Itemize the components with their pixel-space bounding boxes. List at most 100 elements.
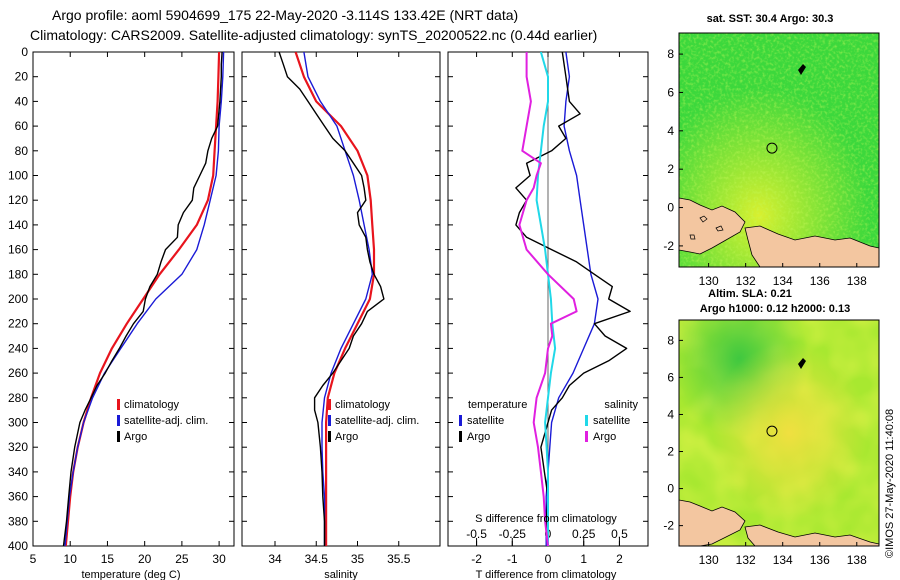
legend-swatch-climatology — [117, 399, 120, 410]
map-y-tick-label: 6 — [667, 370, 674, 384]
x2-tick-label: 0.5 — [611, 527, 628, 541]
map-x-tick-label: 138 — [847, 274, 867, 288]
legend-header-temperature: temperature — [468, 399, 527, 411]
salinity-axis: 34 34.5 35 35.5 — [242, 51, 440, 566]
series-line-t_diff — [518, 52, 578, 546]
difference-legend: temperature salinity satellite Argo sate… — [459, 399, 638, 443]
depth-tick-label: 400 — [8, 539, 28, 553]
map-y-tick-label: 2 — [667, 445, 674, 459]
series-line-climatology — [64, 52, 221, 546]
x-tick-label: 0 — [545, 552, 552, 566]
x2-tick-label: -0.5 — [466, 527, 487, 541]
map-y-tick-label: 4 — [667, 407, 674, 421]
sla-island — [798, 358, 806, 369]
series-line-argo — [515, 52, 631, 546]
sst-map-title: sat. SST: 30.4 Argo: 30.3 — [707, 13, 834, 25]
depth-tick-label: 0 — [21, 45, 28, 59]
sla-map-frame — [678, 319, 880, 547]
legend-label-satellite: satellite-adj. clim. — [335, 415, 419, 427]
depth-tick-label: 300 — [8, 416, 28, 430]
series-line-argo — [278, 52, 385, 546]
map-y-tick-label: 0 — [667, 201, 674, 215]
map-x-tick-label: 138 — [847, 553, 867, 567]
x-tick-label: 35.5 — [387, 552, 411, 566]
legend-label-t-argo: Argo — [467, 431, 490, 443]
depth-tick-label: 380 — [8, 514, 28, 528]
x-tick-label: 10 — [64, 552, 78, 566]
map-y-tick-label: 8 — [667, 333, 674, 347]
x-tick-label: 2 — [616, 552, 623, 566]
difference-series — [515, 52, 631, 546]
depth-tick-labels: 0 20 40 60 80 100 120 140 160 180 200 220 240 260 280 3… — [8, 45, 28, 553]
sla-argo-position-marker — [766, 425, 778, 437]
legend-label-argo: Argo — [124, 431, 147, 443]
x-tick-label: 30 — [212, 552, 226, 566]
series-line-satellite — [303, 52, 373, 546]
legend-swatch-satellite — [328, 415, 331, 426]
difference-axis: -2 -1 0 1 2-0.5 -0.25 0 0.25 0.5 — [448, 51, 648, 566]
map-x-tick-label: 136 — [810, 274, 830, 288]
depth-tick-label: 20 — [15, 70, 29, 84]
x-tick-label: -2 — [471, 552, 482, 566]
depth-tick-label: 120 — [8, 193, 28, 207]
legend-swatch-s-argo — [585, 431, 588, 442]
legend-label-t-satellite: satellite — [467, 415, 504, 427]
map-y-tick-label: -2 — [663, 239, 674, 253]
depth-tick-label: 360 — [8, 490, 28, 504]
sla-map-axis: 130 132 134 136 138 -2 0 2 4 6 8 — [663, 333, 867, 567]
depth-tick-label: 40 — [15, 94, 29, 108]
depth-tick-label: 80 — [15, 144, 29, 158]
series-line-satellite — [64, 52, 225, 546]
x-tick-label: 15 — [101, 552, 115, 566]
series-line-climatology — [294, 52, 376, 546]
sst-map-axis: 130 132 134 136 138 -2 0 2 4 6 8 — [663, 47, 867, 288]
legend-swatch-s-satellite — [585, 415, 588, 426]
map-x-tick-label: 130 — [699, 553, 719, 567]
imos-credit: ©IMOS 27-May-2020 11:40:08 — [884, 409, 896, 558]
temperature-legend: climatology satellite-adj. clim. Argo — [117, 399, 208, 443]
title-line-1: Argo profile: aoml 5904699_175 22-May-20… — [52, 7, 518, 23]
map-y-tick-label: 0 — [667, 482, 674, 496]
x-tick-label: 34.5 — [305, 552, 329, 566]
map-x-tick-label: 132 — [736, 274, 756, 288]
sla-land-bird-head — [679, 499, 746, 546]
sst-map — [679, 33, 879, 267]
map-y-tick-label: 8 — [667, 47, 674, 61]
legend-label-climatology: climatology — [124, 399, 180, 411]
depth-tick-label: 320 — [8, 440, 28, 454]
map-y-tick-label: 2 — [667, 162, 674, 176]
legend-swatch-climatology — [328, 399, 331, 410]
temperature-axis: 5 10 15 20 25 30 — [30, 51, 234, 566]
map-x-tick-label: 132 — [736, 553, 756, 567]
depth-tick-label: 340 — [8, 465, 28, 479]
legend-swatch-satellite — [117, 415, 120, 426]
difference-xlabel: T difference from climatology — [476, 569, 617, 580]
series-line-argo — [62, 52, 223, 546]
legend-swatch-argo — [328, 431, 331, 442]
legend-label-argo: Argo — [335, 431, 358, 443]
series-line-s_diff — [535, 52, 557, 546]
sla-land-new-guinea — [744, 524, 879, 546]
depth-tick-label: 200 — [8, 292, 28, 306]
x-tick-label: -1 — [507, 552, 518, 566]
temperature-series — [62, 52, 225, 546]
depth-tick-label: 280 — [8, 391, 28, 405]
sst-land-new-guinea — [744, 225, 879, 267]
map-y-tick-label: 4 — [667, 124, 674, 138]
salinity-xlabel: salinity — [324, 569, 358, 580]
legend-header-salinity: salinity — [604, 399, 638, 411]
depth-tick-label: 260 — [8, 366, 28, 380]
depth-tick-label: 220 — [8, 317, 28, 331]
x-tick-label: 35 — [351, 552, 365, 566]
legend-label-climatology: climatology — [335, 399, 391, 411]
sla-map-title-2: Argo h1000: 0.12 h2000: 0.13 — [700, 303, 850, 315]
legend-swatch-t-satellite — [459, 415, 462, 426]
depth-tick-label: 60 — [15, 119, 29, 133]
depth-tick-label: 160 — [8, 243, 28, 257]
x-tick-label: 25 — [175, 552, 189, 566]
depth-tick-label: 240 — [8, 341, 28, 355]
x-tick-label: 20 — [138, 552, 152, 566]
sla-map — [679, 320, 879, 546]
difference-x2label: S difference from climatology — [475, 513, 617, 525]
